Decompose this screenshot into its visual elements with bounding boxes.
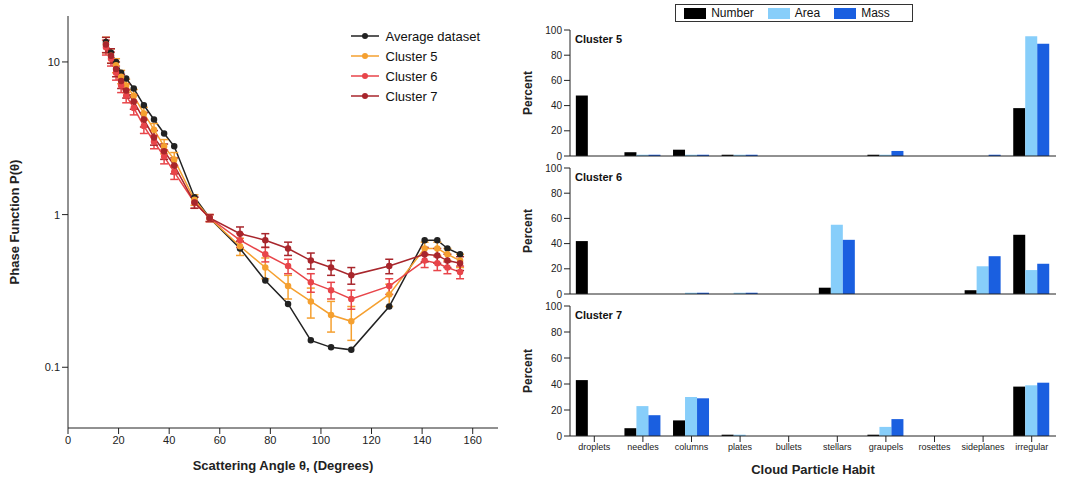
svg-text:20: 20 bbox=[551, 263, 563, 274]
svg-text:40: 40 bbox=[551, 238, 563, 249]
svg-text:0: 0 bbox=[556, 289, 562, 300]
html-text:Cluster 5: Cluster 5 bbox=[575, 33, 623, 45]
svg-text:Percent: Percent bbox=[521, 349, 535, 393]
svg-text:120: 120 bbox=[362, 434, 380, 446]
svg-text:100: 100 bbox=[545, 25, 562, 36]
html-text:Cluster 7: Cluster 7 bbox=[385, 88, 438, 104]
svg-text:140: 140 bbox=[413, 434, 431, 446]
svg-text:20: 20 bbox=[112, 434, 124, 446]
svg-text:Scattering Angle θ, (Degrees): Scattering Angle θ, (Degrees) bbox=[193, 458, 374, 473]
svg-text:plates: plates bbox=[728, 442, 753, 452]
svg-text:sideplanes: sideplanes bbox=[962, 442, 1006, 452]
svg-text:80: 80 bbox=[551, 50, 563, 61]
svg-text:60: 60 bbox=[551, 213, 563, 224]
svg-text:0.1: 0.1 bbox=[45, 361, 60, 373]
svg-text:40: 40 bbox=[551, 379, 563, 390]
svg-text:160: 160 bbox=[464, 434, 482, 446]
svg-text:40: 40 bbox=[163, 434, 175, 446]
html-text:Cluster 6: Cluster 6 bbox=[575, 171, 623, 183]
svg-text:80: 80 bbox=[264, 434, 276, 446]
svg-text:0: 0 bbox=[556, 151, 562, 162]
svg-text:irregular: irregular bbox=[1015, 442, 1048, 452]
svg-text:stellars: stellars bbox=[823, 442, 852, 452]
svg-text:100: 100 bbox=[312, 434, 330, 446]
html-text:Cluster 7: Cluster 7 bbox=[575, 309, 623, 321]
html-text:Cluster 5: Cluster 5 bbox=[385, 48, 438, 64]
html-text:Average dataset: Average dataset bbox=[385, 28, 480, 44]
svg-text:0: 0 bbox=[556, 431, 562, 442]
svg-text:droplets: droplets bbox=[578, 442, 611, 452]
svg-text:20: 20 bbox=[551, 405, 563, 416]
html-text:Mass: Mass bbox=[861, 6, 890, 20]
svg-text:80: 80 bbox=[551, 327, 563, 338]
svg-text:Phase Function P(θ): Phase Function P(θ) bbox=[7, 160, 22, 285]
svg-text:100: 100 bbox=[545, 163, 562, 174]
svg-text:Percent: Percent bbox=[521, 209, 535, 253]
svg-text:20: 20 bbox=[551, 125, 563, 136]
svg-text:1: 1 bbox=[54, 209, 60, 221]
html-text:Area: Area bbox=[794, 6, 821, 20]
svg-text:10: 10 bbox=[48, 56, 60, 68]
svg-text:60: 60 bbox=[214, 434, 226, 446]
svg-text:60: 60 bbox=[551, 75, 563, 86]
svg-text:0: 0 bbox=[65, 434, 71, 446]
svg-text:bullets: bullets bbox=[776, 442, 803, 452]
svg-text:graupels: graupels bbox=[869, 442, 904, 452]
html-text:Number: Number bbox=[711, 6, 754, 20]
svg-text:Cloud Particle Habit: Cloud Particle Habit bbox=[751, 462, 875, 477]
svg-text:columns: columns bbox=[675, 442, 709, 452]
svg-text:Percent: Percent bbox=[521, 71, 535, 115]
svg-text:rosettes: rosettes bbox=[918, 442, 951, 452]
svg-text:100: 100 bbox=[545, 301, 562, 312]
svg-text:60: 60 bbox=[551, 353, 563, 364]
svg-text:40: 40 bbox=[551, 100, 563, 111]
html-text:Cluster 6: Cluster 6 bbox=[385, 68, 438, 84]
svg-text:needles: needles bbox=[627, 442, 659, 452]
svg-text:80: 80 bbox=[551, 188, 563, 199]
